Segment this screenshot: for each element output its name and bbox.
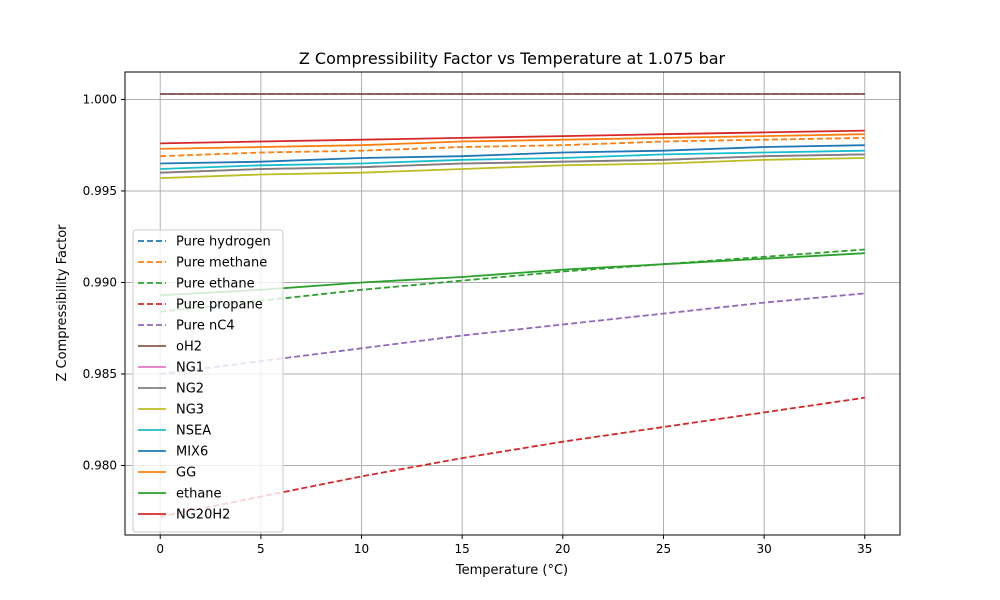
series-line-mix6 [160,144,865,165]
legend-label-pure-nc4: Pure nC4 [176,319,235,334]
series-line-ng20h2 [160,129,865,145]
y-tick-label: 0.995 [83,184,117,198]
x-tick-label: 25 [656,542,671,556]
y-ticks: 0.980 0.985 0.990 0.995 1.000 [83,92,125,472]
legend-label-oh2: oH2 [176,340,202,355]
series-line-pure-methane [160,137,865,158]
legend-label-pure-methane: Pure methane [176,256,267,271]
x-axis-label: Temperature (°C) [455,563,568,578]
y-tick-label: 0.985 [83,367,117,381]
series-line-nsea [160,149,865,170]
legend-label-mix6: MIX6 [176,445,208,460]
x-tick-label: 15 [455,542,470,556]
legend-box [132,229,284,533]
legend-label-ng2: NG2 [176,382,204,397]
x-tick-label: 20 [555,542,570,556]
x-tick-label: 10 [354,542,369,556]
x-tick-label: 5 [257,542,265,556]
y-tick-label: 0.990 [83,275,117,289]
y-axis-label: Z Compressibility Factor [55,224,70,382]
legend-label-nsea: NSEA [176,424,211,439]
legend-label-pure-ethane: Pure ethane [176,277,255,292]
legend-label-ethane: ethane [176,487,222,502]
y-tick-label: 0.980 [83,458,117,472]
plot-frame [124,71,901,536]
y-tick-label: 1.000 [83,92,117,106]
legend-label-ng1: NG1 [176,361,204,376]
legend-label-pure-hydrogen: Pure hydrogen [176,235,271,250]
x-ticks: 0 5 10 15 20 25 30 35 [156,535,872,556]
x-tick-label: 0 [156,542,164,556]
legend-label-gg: GG [176,466,196,481]
series-line-gg [160,133,865,150]
series-line-ng3 [160,157,865,179]
series-line-ng2 [160,153,865,174]
legend-label-pure-propane: Pure propane [176,298,263,313]
legend-label-ng3: NG3 [176,403,204,418]
chart-title: Z Compressibility Factor vs Temperature … [299,49,726,68]
legend: Pure hydrogen Pure methane Pure ethane Pure… [132,229,284,533]
legend-label-ng20h2: NG20H2 [176,508,230,523]
x-tick-label: 30 [756,542,771,556]
x-tick-label: 35 [857,542,872,556]
